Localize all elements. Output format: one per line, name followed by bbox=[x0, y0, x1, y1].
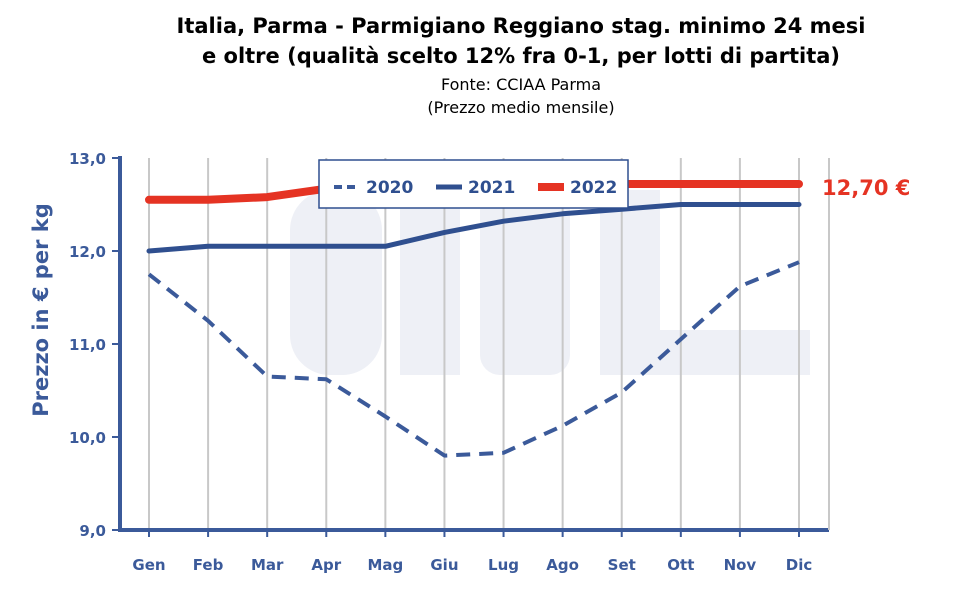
x-tick-labels: Gen Feb Mar Apr Mag Giu Lug Ago Set Ott Nov Dic bbox=[132, 556, 812, 574]
y-tick-label: 9,0 bbox=[79, 522, 106, 540]
x-tick-label: Ago bbox=[546, 556, 579, 574]
x-tick-label: Feb bbox=[193, 556, 224, 574]
x-tick-label: Apr bbox=[311, 556, 341, 574]
chart-subtitle-source: Fonte: CCIAA Parma bbox=[440, 75, 602, 94]
y-tick-label: 10,0 bbox=[69, 429, 106, 447]
x-tick-label: Set bbox=[608, 556, 636, 574]
chart-title-line2: e oltre (qualità scelto 12% fra 0-1, per… bbox=[201, 44, 841, 68]
vertical-grid bbox=[148, 158, 800, 530]
axes bbox=[112, 156, 830, 537]
end-value-label: 12,70 € bbox=[822, 176, 910, 200]
chart-subtitle-note: (Prezzo medio mensile) bbox=[427, 98, 615, 117]
legend-box bbox=[318, 159, 629, 209]
y-tick-label: 13,0 bbox=[69, 150, 106, 168]
x-tick-label: Ott bbox=[667, 556, 694, 574]
y-tick-label: 12,0 bbox=[69, 243, 106, 261]
y-tick-labels: 9,0 10,0 11,0 12,0 13,0 bbox=[69, 150, 106, 540]
legend-label-2021: 2021 bbox=[468, 178, 515, 198]
x-tick-label: Dic bbox=[786, 556, 812, 574]
legend-label-2022: 2022 bbox=[570, 178, 617, 198]
x-tick-label: Mar bbox=[251, 556, 284, 574]
chart-title-line1: Italia, Parma - Parmigiano Reggiano stag… bbox=[176, 14, 866, 38]
x-tick-label: Mag bbox=[367, 556, 403, 574]
x-tick-label: Nov bbox=[724, 556, 757, 574]
y-tick-label: 11,0 bbox=[69, 336, 106, 354]
legend-label-2020: 2020 bbox=[366, 178, 413, 198]
x-tick-label: Lug bbox=[488, 556, 519, 574]
series-line-2021 bbox=[146, 202, 802, 254]
legend: 2020 2021 2022 bbox=[318, 159, 629, 209]
series-line-2020 bbox=[147, 260, 800, 458]
x-tick-label: Giu bbox=[430, 556, 458, 574]
x-tick-label: Gen bbox=[132, 556, 165, 574]
y-axis-label: Prezzo in € per kg bbox=[29, 203, 53, 417]
